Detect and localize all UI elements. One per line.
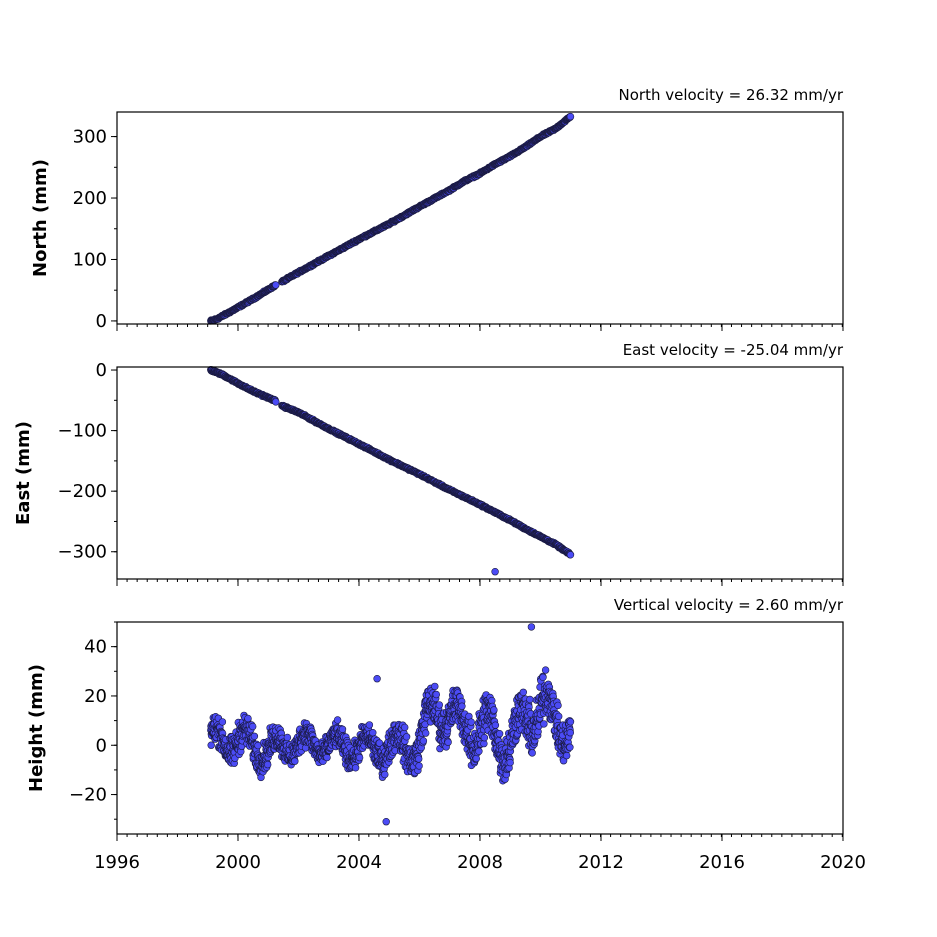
data-point bbox=[458, 702, 466, 710]
east-axis-label: East (mm) bbox=[13, 421, 34, 525]
x-tick-label: 2008 bbox=[457, 852, 503, 873]
north-axis-label: North (mm) bbox=[30, 159, 51, 277]
data-point bbox=[495, 729, 504, 738]
data-point bbox=[415, 762, 423, 770]
east-velocity-label: East velocity = -25.04 mm/yr bbox=[623, 341, 844, 359]
data-point bbox=[272, 281, 280, 289]
height-axis-label: Height (mm) bbox=[26, 664, 47, 792]
data-point bbox=[541, 666, 550, 674]
data-point bbox=[401, 723, 409, 732]
data-point bbox=[249, 722, 257, 731]
data-point bbox=[244, 714, 252, 723]
data-point bbox=[355, 753, 364, 762]
y-tick-label: −20 bbox=[69, 785, 107, 806]
data-point bbox=[369, 728, 377, 737]
data-point bbox=[566, 743, 574, 751]
data-point bbox=[402, 733, 411, 741]
height-x-ticks bbox=[116, 834, 844, 841]
data-point bbox=[566, 112, 575, 121]
data-point bbox=[467, 718, 475, 726]
data-point bbox=[480, 733, 489, 742]
data-point bbox=[382, 817, 390, 826]
data-point bbox=[554, 712, 563, 721]
data-point bbox=[381, 770, 389, 779]
data-point bbox=[254, 741, 262, 750]
data-point bbox=[373, 674, 381, 683]
x-tick-label: 2000 bbox=[215, 852, 261, 873]
data-point bbox=[415, 755, 423, 763]
data-point bbox=[491, 721, 500, 729]
data-point bbox=[506, 758, 514, 767]
y-tick-label: 40 bbox=[84, 637, 107, 658]
data-point bbox=[475, 747, 483, 755]
data-point bbox=[472, 754, 480, 763]
data-point bbox=[490, 706, 498, 714]
data-point bbox=[365, 721, 374, 729]
data-point bbox=[338, 725, 347, 733]
data-point bbox=[218, 718, 227, 726]
north-x-ticks bbox=[116, 324, 844, 331]
y-tick-label: 20 bbox=[84, 686, 107, 707]
data-point bbox=[272, 398, 280, 406]
data-point bbox=[566, 718, 575, 726]
y-tick-label: −300 bbox=[58, 542, 107, 563]
data-point bbox=[431, 682, 439, 691]
data-point bbox=[351, 764, 360, 772]
east-plot-frame bbox=[116, 366, 844, 580]
data-point bbox=[539, 673, 547, 681]
east-x-ticks bbox=[116, 579, 844, 586]
x-tick-label: 2004 bbox=[336, 852, 382, 873]
y-tick-label: 200 bbox=[73, 188, 107, 209]
data-point bbox=[283, 733, 292, 742]
height-data-points bbox=[207, 623, 575, 826]
height-plot-frame bbox=[116, 621, 844, 835]
north-plot-frame bbox=[116, 111, 844, 325]
data-point bbox=[333, 716, 342, 724]
north-y-ticks: 0 100 200 300 bbox=[73, 127, 117, 332]
x-tick-label: 2016 bbox=[699, 852, 745, 873]
data-point bbox=[432, 690, 440, 699]
data-point bbox=[528, 749, 536, 757]
data-point bbox=[323, 753, 331, 762]
data-point bbox=[422, 729, 430, 737]
data-point bbox=[435, 701, 443, 709]
data-point bbox=[291, 757, 299, 765]
y-tick-label: 300 bbox=[73, 127, 107, 148]
north-velocity-label: North velocity = 26.32 mm/yr bbox=[619, 86, 844, 104]
data-point bbox=[566, 728, 574, 737]
data-point bbox=[419, 737, 428, 745]
height-panel: Vertical velocity = 2.60 mm/yr Height (m… bbox=[26, 596, 866, 873]
data-point bbox=[540, 720, 548, 728]
height-y-ticks: −20 0 20 40 bbox=[69, 621, 117, 820]
y-tick-label: 0 bbox=[96, 311, 107, 332]
data-point bbox=[527, 623, 536, 631]
data-point bbox=[264, 760, 272, 769]
y-tick-label: −200 bbox=[58, 481, 107, 502]
north-data-points bbox=[207, 112, 575, 325]
x-tick-label: 1996 bbox=[94, 852, 140, 873]
data-point bbox=[207, 741, 215, 749]
data-point bbox=[566, 551, 575, 559]
data-point bbox=[375, 739, 384, 747]
data-point bbox=[519, 688, 527, 696]
x-tick-label: 2020 bbox=[820, 852, 866, 873]
data-point bbox=[250, 732, 259, 740]
y-tick-label: 0 bbox=[96, 735, 107, 756]
x-tick-label: 2012 bbox=[578, 852, 624, 873]
east-y-ticks: 0 −100 −200 −300 bbox=[58, 360, 117, 563]
east-panel: East velocity = -25.04 mm/yr East (mm) 0… bbox=[13, 341, 844, 586]
data-point bbox=[444, 738, 452, 746]
vertical-velocity-label: Vertical velocity = 2.60 mm/yr bbox=[614, 596, 844, 614]
data-point bbox=[526, 695, 534, 704]
north-panel: North velocity = 26.32 mm/yr North (mm) … bbox=[30, 86, 844, 332]
data-point bbox=[562, 751, 571, 760]
east-data-points bbox=[207, 366, 575, 576]
data-point bbox=[554, 701, 562, 710]
y-tick-label: −100 bbox=[58, 421, 107, 442]
y-tick-label: 100 bbox=[73, 249, 107, 270]
x-axis-tick-labels: 1996 2000 2004 2008 2012 2016 2020 bbox=[94, 852, 866, 873]
y-tick-label: 0 bbox=[96, 360, 107, 381]
data-point bbox=[491, 567, 499, 576]
